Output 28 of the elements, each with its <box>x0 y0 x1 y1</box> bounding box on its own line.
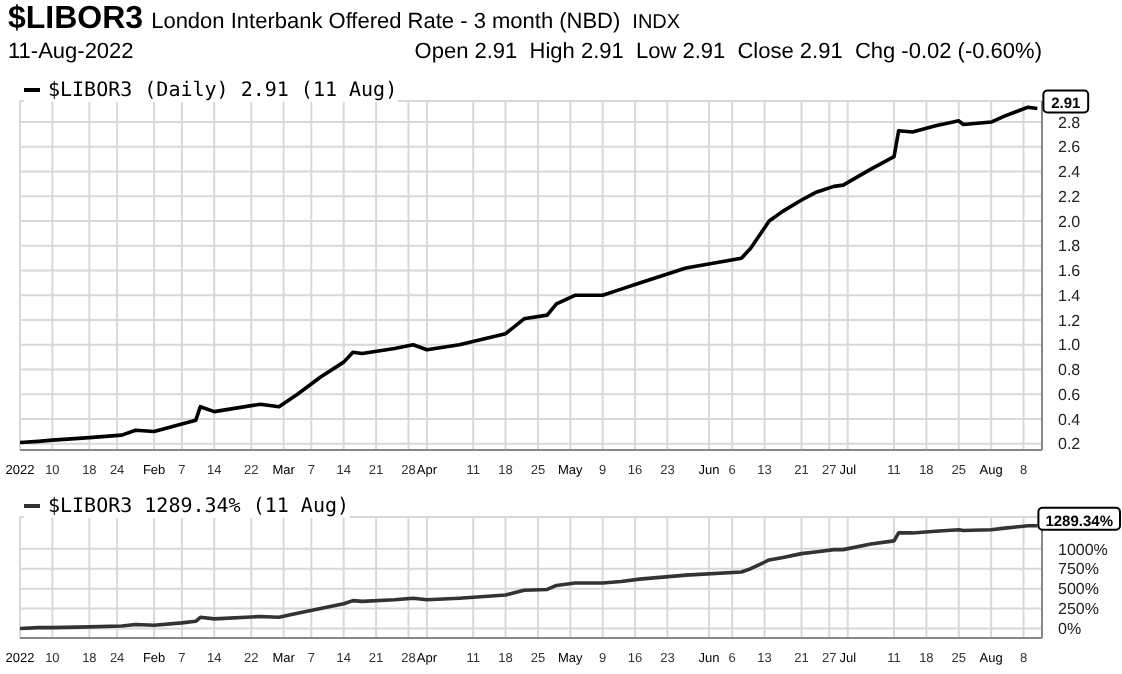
y-tick-label: 0% <box>1058 620 1082 639</box>
y-tick-label: 1000% <box>1058 540 1108 559</box>
text: INDX <box>632 12 681 34</box>
y-tick-label: 2.0 <box>1058 212 1082 231</box>
y-tick-label: 0.8 <box>1058 361 1082 380</box>
y-tick-label: 1.0 <box>1058 336 1082 355</box>
y-tick-label: 2.6 <box>1058 138 1082 157</box>
text: 11-Aug-2022 <box>8 40 134 64</box>
y-tick-label: 1.6 <box>1058 262 1082 281</box>
y-tick-label: 2.2 <box>1058 187 1082 206</box>
legend-label: $LIBOR3 1289.34% (11 Aug) <box>24 495 350 517</box>
y-tick-label: 2.8 <box>1058 113 1082 132</box>
legend-label: $LIBOR3 (Daily) 2.91 (11 Aug) <box>24 79 398 101</box>
y-tick-label: 1.2 <box>1058 311 1082 330</box>
y-tick-label: 750% <box>1058 560 1099 579</box>
y-tick-label: 2.4 <box>1058 163 1082 182</box>
y-tick-label: 0.2 <box>1058 435 1082 454</box>
line-series <box>20 523 1040 631</box>
line-series <box>20 105 1040 445</box>
y-tick-label: 0.4 <box>1058 410 1082 429</box>
y-tick-label: 1.4 <box>1058 286 1082 305</box>
y-tick-label: 250% <box>1058 600 1099 619</box>
chart-title: $LIBOR3 <box>8 2 144 36</box>
text: Open 2.91 High 2.91 Low 2.91 Close 2.91 Chg -0.02 (-0.60%) <box>414 40 1042 64</box>
chart-subtitle: London Interbank Offered Rate - 3 month (NBD) <box>151 10 621 34</box>
y-tick-label: 500% <box>1058 580 1099 599</box>
y-tick-label: 1.8 <box>1058 237 1082 256</box>
y-tick-label: 0.6 <box>1058 385 1082 404</box>
